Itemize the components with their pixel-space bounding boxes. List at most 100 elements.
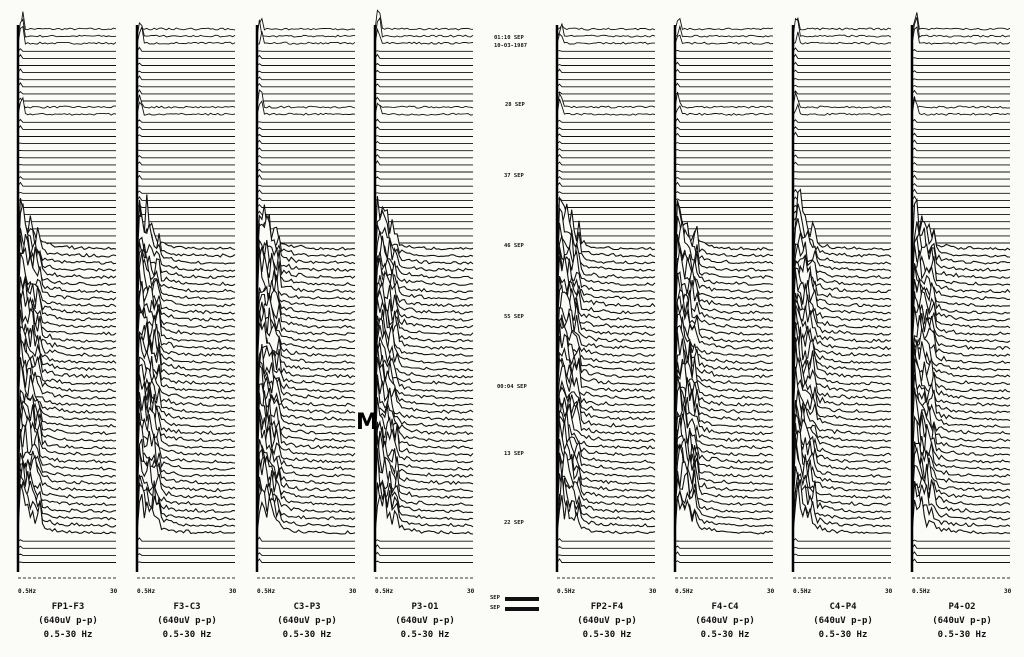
- spectrum-trace: [556, 98, 656, 116]
- spectrum-trace: [136, 154, 235, 159]
- spectrum-trace: [136, 537, 235, 542]
- spectrum-trace: [136, 134, 235, 137]
- spectrum-trace: [911, 182, 1010, 187]
- spectrum-trace: [792, 31, 892, 45]
- spectrum-trace: [556, 203, 655, 208]
- x-tick-max: 30: [1004, 588, 1012, 595]
- spectrum-trace: [674, 198, 773, 201]
- spectrum-trace: [17, 97, 116, 102]
- x-tick-max: 30: [229, 588, 237, 595]
- spectrum-trace: [256, 63, 355, 66]
- spectrum-trace: [674, 489, 774, 521]
- spectrum-trace: [674, 132, 773, 137]
- spectrum-trace: [17, 68, 116, 74]
- spectrum-trace: [556, 119, 655, 123]
- channel-array-FP2-F4: [555, 23, 656, 579]
- spectrum-trace: [556, 133, 655, 137]
- spectrum-trace: [674, 211, 773, 216]
- channel-band: 0.5-30 Hz: [282, 630, 332, 640]
- spectrum-trace: [674, 163, 773, 166]
- spectrum-trace: [374, 265, 474, 301]
- spectrum-trace: [674, 496, 774, 535]
- spectrum-trace: [674, 224, 773, 230]
- spectrum-trace: [136, 174, 235, 180]
- spectrum-trace: [374, 96, 473, 102]
- x-tick-min: 0.5Hz: [137, 588, 156, 595]
- channel-name: FP1-F3: [51, 602, 85, 612]
- spectrum-trace: [374, 83, 473, 88]
- channel-name: P4-O2: [948, 602, 976, 612]
- spectrum-trace: [674, 68, 773, 74]
- spectrum-trace: [792, 17, 892, 38]
- channel-scale: (640uV p-p): [577, 616, 637, 626]
- spectrum-trace: [911, 543, 1010, 549]
- spectrum-trace: [792, 154, 891, 159]
- legend-bar: [505, 597, 539, 601]
- x-tick-min: 0.5Hz: [557, 588, 576, 595]
- channel-array-FP1-F3: [16, 11, 117, 579]
- spectrum-trace: [17, 192, 116, 194]
- x-tick-max: 30: [885, 588, 893, 595]
- spectrum-trace: [556, 148, 655, 152]
- channel-band: 0.5-30 Hz: [43, 630, 93, 640]
- channel-name: C4-P4: [829, 602, 857, 612]
- spectrum-trace: [556, 558, 655, 563]
- spectrum-trace: [674, 117, 773, 123]
- spectrum-trace: [256, 161, 355, 166]
- spectrum-trace: [17, 90, 116, 95]
- spectrum-trace: [17, 125, 116, 130]
- spectrum-trace: [792, 553, 891, 556]
- spectrum-trace: [374, 92, 473, 95]
- x-tick-min: 0.5Hz: [18, 588, 37, 595]
- channel-label: F4-C4 (640uV p-p) 0.5-30 Hz: [670, 600, 780, 642]
- spectrum-trace: [911, 57, 1010, 59]
- spectrum-trace: [17, 545, 116, 549]
- spectrum-trace: [674, 560, 773, 563]
- spectrum-trace: [556, 91, 655, 95]
- spectrum-trace: [256, 31, 356, 45]
- spectrum-trace: [256, 204, 355, 208]
- spectrum-trace: [911, 539, 1010, 542]
- spectrum-trace: [136, 22, 236, 38]
- spectrum-trace: [792, 16, 892, 31]
- spectrum-trace: [374, 184, 473, 187]
- spectrum-trace: [256, 344, 356, 386]
- spectrum-trace: [256, 168, 355, 173]
- spectrum-trace: [792, 227, 891, 230]
- spectrum-trace: [374, 118, 473, 123]
- channel-scale: (640uV p-p): [932, 616, 992, 626]
- spectrum-trace: [374, 170, 473, 173]
- spectrum-trace: [911, 118, 1010, 123]
- spectrum-trace: [792, 99, 891, 102]
- spectrum-trace: [911, 26, 1011, 45]
- spectrum-trace: [374, 544, 473, 549]
- spectrum-trace: [674, 49, 773, 52]
- spectrum-trace: [17, 176, 116, 180]
- spectrum-trace: [792, 196, 891, 201]
- spectrum-trace: [792, 84, 891, 88]
- spectrum-trace: [256, 54, 355, 59]
- spectrum-trace: [17, 206, 116, 208]
- spectrum-trace: [17, 25, 117, 45]
- x-tick-min: 0.5Hz: [793, 588, 812, 595]
- spectrum-trace: [556, 197, 655, 201]
- spectrum-trace: [256, 147, 355, 152]
- spectrum-trace: [17, 539, 116, 542]
- spectrum-trace: [792, 482, 892, 535]
- spectrum-trace: [136, 126, 235, 130]
- time-label: 28 SEP: [505, 102, 525, 108]
- spectrum-trace: [256, 19, 356, 38]
- spectrum-trace: [17, 118, 116, 123]
- annotation-m: M: [356, 410, 378, 435]
- spectrum-trace: [911, 213, 1010, 216]
- spectrum-trace: [911, 551, 1010, 556]
- time-label: 55 SEP: [504, 314, 524, 320]
- channel-name: C3-P3: [293, 602, 321, 612]
- spectrum-trace: [911, 220, 1010, 223]
- spectrum-trace: [674, 218, 773, 223]
- spectrum-trace: [136, 101, 236, 116]
- spectrum-trace: [674, 96, 773, 102]
- spectrum-trace: [374, 126, 473, 130]
- spectrum-trace: [17, 211, 116, 216]
- spectrum-trace: [792, 537, 891, 542]
